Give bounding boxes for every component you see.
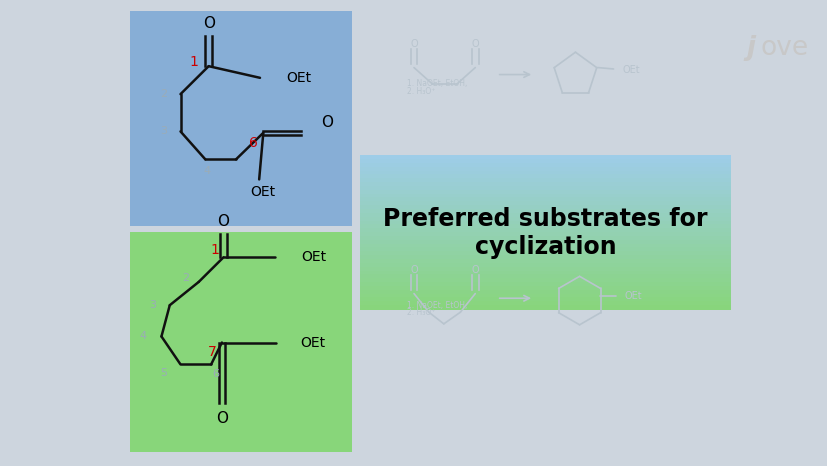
Text: 2. H₃O⁺: 2. H₃O⁺ [407,87,435,96]
FancyBboxPatch shape [360,228,730,233]
Text: OEt: OEt [300,336,325,350]
FancyBboxPatch shape [130,232,351,452]
FancyBboxPatch shape [360,178,730,183]
FancyBboxPatch shape [360,182,730,187]
FancyBboxPatch shape [360,301,730,306]
FancyBboxPatch shape [360,201,730,206]
Text: ove: ove [759,35,807,61]
Text: 2: 2 [182,273,189,283]
FancyBboxPatch shape [360,244,730,248]
Text: 3: 3 [150,300,156,310]
Text: O: O [471,39,479,49]
FancyBboxPatch shape [360,209,730,214]
Text: 6: 6 [212,369,218,379]
Text: 4: 4 [203,166,210,176]
FancyBboxPatch shape [360,224,730,229]
Text: 3: 3 [160,126,167,137]
Text: OEt: OEt [624,291,642,301]
FancyBboxPatch shape [360,194,730,199]
FancyBboxPatch shape [360,167,730,171]
FancyBboxPatch shape [360,240,730,245]
Text: 5: 5 [160,368,167,378]
Text: 7: 7 [208,345,216,359]
Text: OEt: OEt [622,65,640,75]
FancyBboxPatch shape [360,171,730,175]
FancyBboxPatch shape [360,205,730,210]
FancyBboxPatch shape [130,11,351,226]
FancyBboxPatch shape [360,198,730,202]
FancyBboxPatch shape [360,247,730,252]
Text: O: O [218,214,229,229]
Text: OEt: OEt [251,185,275,199]
FancyBboxPatch shape [360,259,730,264]
FancyBboxPatch shape [360,159,730,164]
FancyBboxPatch shape [360,294,730,298]
FancyBboxPatch shape [360,155,730,160]
Text: O: O [409,39,418,49]
Text: 6: 6 [249,136,257,150]
FancyBboxPatch shape [360,278,730,283]
Text: 2. H₃O⁺: 2. H₃O⁺ [407,308,435,317]
Text: 4: 4 [140,331,146,342]
FancyBboxPatch shape [360,190,730,194]
FancyBboxPatch shape [360,217,730,221]
FancyBboxPatch shape [360,286,730,291]
Text: 1: 1 [189,55,198,69]
FancyBboxPatch shape [360,163,730,168]
Text: O: O [409,265,418,275]
FancyBboxPatch shape [360,220,730,225]
FancyBboxPatch shape [360,213,730,218]
Text: j: j [746,35,755,61]
FancyBboxPatch shape [360,255,730,260]
Text: OEt: OEt [286,71,311,85]
FancyBboxPatch shape [360,174,730,179]
FancyBboxPatch shape [360,186,730,191]
FancyBboxPatch shape [360,282,730,287]
FancyBboxPatch shape [360,263,730,267]
FancyBboxPatch shape [360,251,730,256]
Text: 1. NaOEt, EtOH,: 1. NaOEt, EtOH, [407,79,467,88]
FancyBboxPatch shape [360,297,730,302]
Text: Preferred substrates for
cyclization: Preferred substrates for cyclization [383,207,707,259]
Text: 1: 1 [211,243,219,257]
FancyBboxPatch shape [360,305,730,310]
Text: OEt: OEt [301,250,326,264]
Text: O: O [471,265,479,275]
Text: 1. NaOEt, EtOH,: 1. NaOEt, EtOH, [407,301,467,309]
FancyBboxPatch shape [360,236,730,240]
Text: 2: 2 [160,89,167,99]
FancyBboxPatch shape [360,274,730,279]
Text: O: O [203,16,214,31]
FancyBboxPatch shape [360,267,730,271]
FancyBboxPatch shape [360,270,730,275]
Text: O: O [216,411,227,425]
Text: O: O [321,115,332,130]
FancyBboxPatch shape [360,290,730,295]
FancyBboxPatch shape [360,232,730,237]
